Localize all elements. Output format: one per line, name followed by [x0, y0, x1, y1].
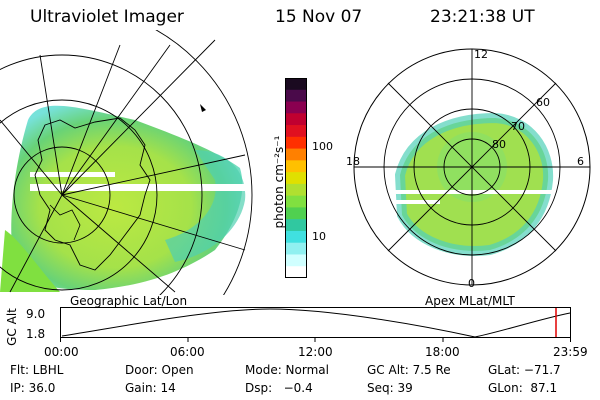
magnetic-polar-plot — [353, 48, 591, 286]
status-seq: Seq: 39 — [367, 381, 413, 395]
colorbar-band — [285, 254, 307, 267]
timeline-tick-0000: 00:00 — [44, 345, 79, 359]
timeline-y-tick-min: 1.8 — [26, 327, 46, 341]
colorbar-band — [285, 172, 307, 185]
right-panel-caption: Apex MLat/MLT — [425, 294, 515, 308]
status-ip: IP: 36.0 — [10, 381, 56, 395]
colorbar-tick-100: 100 — [312, 140, 333, 153]
colorbar-band — [285, 125, 307, 138]
colorbar-band — [285, 183, 307, 197]
colorbar-tick-10: 10 — [312, 230, 326, 243]
geographic-image — [0, 30, 260, 295]
colorbar-band — [285, 160, 307, 173]
timeline-y-label: GC Alt — [5, 308, 19, 346]
colorbar-unit-label: photon cm⁻²s⁻¹ — [272, 135, 286, 229]
header-time: 23:21:38 UT — [430, 7, 535, 27]
colorbar-band — [285, 266, 307, 278]
colorbar-band — [285, 148, 307, 161]
mlat-label-80: 80 — [492, 138, 506, 151]
mlt-label-0: 0 — [468, 277, 475, 290]
status-glon: GLon: 87.1 — [488, 381, 558, 395]
mlt-label-12: 12 — [474, 48, 488, 61]
colorbar-band — [285, 89, 307, 103]
status-mode: Mode: Normal — [245, 363, 329, 377]
header-date: 15 Nov 07 — [275, 7, 363, 27]
mlt-label-18: 18 — [346, 155, 360, 168]
colorbar-band — [285, 101, 307, 114]
aurora-oval-geo — [11, 105, 243, 290]
colorbar — [285, 78, 307, 278]
status-gain: Gain: 14 — [125, 381, 176, 395]
timeline-tick-2359: 23:59 — [553, 345, 588, 359]
instrument-title: Ultraviolet Imager — [30, 7, 184, 27]
status-dsp: Dsp: −0.4 — [245, 381, 313, 395]
colorbar-band — [285, 78, 307, 91]
colorbar-band — [285, 136, 307, 150]
status-glat: GLat: −71.7 — [488, 363, 561, 377]
timeline-tick-1800: 18:00 — [425, 345, 460, 359]
mlat-label-60: 60 — [536, 96, 550, 109]
mlat-label-70: 70 — [511, 120, 525, 133]
colorbar-band — [285, 219, 307, 232]
timeline-tick-0600: 06:00 — [170, 345, 205, 359]
colorbar-band — [285, 207, 307, 220]
colorbar-band — [285, 195, 307, 208]
altitude-curve — [61, 308, 571, 338]
orbit-timeline — [60, 307, 571, 342]
left-panel-caption: Geographic Lat/Lon — [70, 294, 188, 308]
status-gc-alt: GC Alt: 7.5 Re — [367, 363, 451, 377]
status-filter: Flt: LBHL — [10, 363, 64, 377]
colorbar-band — [285, 230, 307, 244]
antarctica-coastline — [34, 117, 151, 271]
status-door: Door: Open — [125, 363, 194, 377]
timeline-tick-1200: 12:00 — [298, 345, 333, 359]
colorbar-band — [285, 113, 307, 126]
mlt-label-6: 6 — [577, 155, 584, 168]
colorbar-band — [285, 242, 307, 255]
timeline-y-tick-max: 9.0 — [26, 307, 46, 321]
